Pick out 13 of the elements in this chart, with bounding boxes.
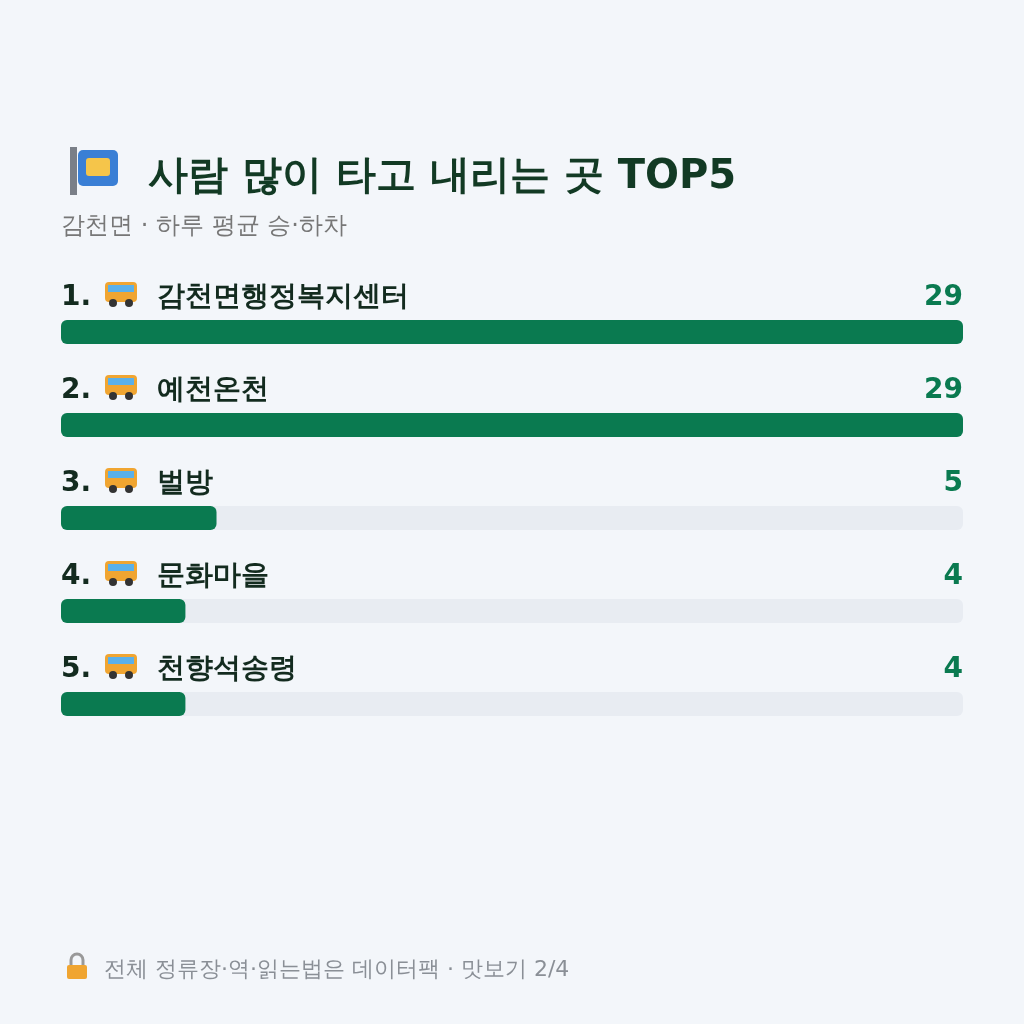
data-label: 5 [943,465,963,498]
chart-title: 사람 많이 타고 내리는 곳 TOP5 [148,151,737,197]
category-label: 4. 문화마을 [61,558,269,591]
category-label: 3. 벌방 [61,465,213,498]
data-label: 29 [924,279,963,312]
chart-subtitle: 감천면 · 하루 평균 승·하차 [61,211,347,239]
data-label: 29 [924,372,963,405]
data-label: 4 [943,558,963,591]
category-label: 1. 감천면행정복지센터 [61,279,409,312]
text: 전체 정류장·역·읽는법은 데이터팩 · 맛보기 2/4 [104,956,570,981]
data-label: 4 [943,651,963,684]
category-label: 5. 천향석송령 [61,651,297,684]
category-label: 2. 예천온천 [61,372,269,405]
